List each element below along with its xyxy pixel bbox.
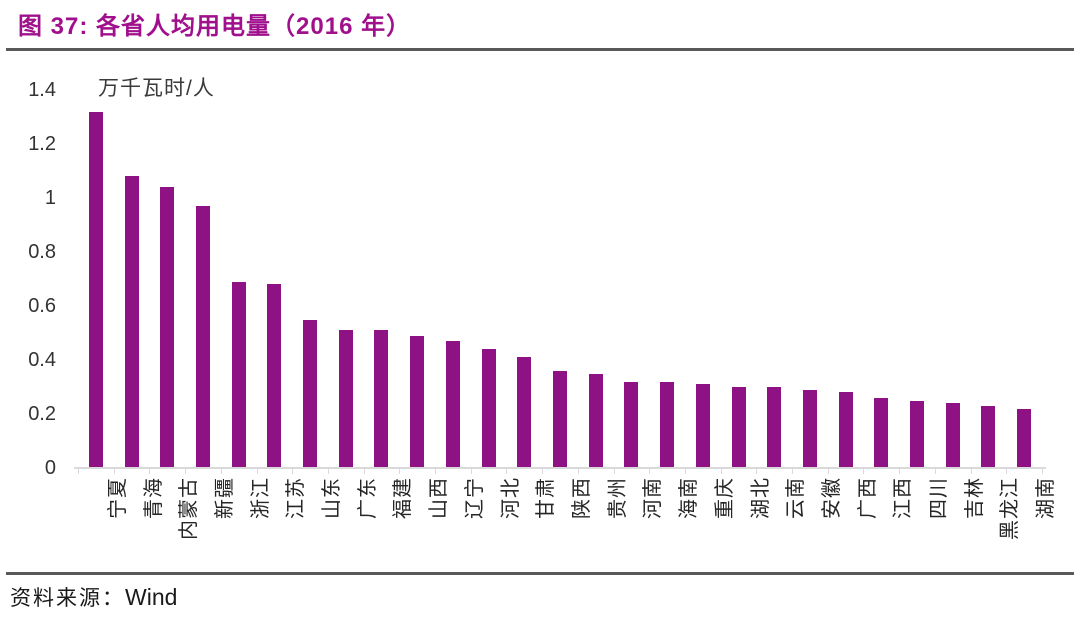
chart-bar: [124, 176, 139, 468]
chart-bar: [231, 281, 246, 468]
title-divider-line: [6, 48, 1074, 51]
chart-bar: [374, 330, 389, 468]
chart-bar: [731, 387, 746, 468]
x-axis-label: 青海: [142, 477, 165, 519]
x-axis-label: 甘肃: [535, 477, 558, 519]
chart-bar: [624, 381, 639, 468]
x-axis-tick: [684, 469, 686, 474]
x-axis-tick: [827, 469, 829, 474]
x-axis-label: 内蒙古: [178, 477, 201, 540]
x-axis-label: 山东: [321, 477, 344, 519]
x-axis-tick: [756, 469, 758, 474]
chart-bar: [481, 349, 496, 468]
x-axis-tick: [363, 469, 365, 474]
x-axis-tick: [934, 469, 936, 474]
chart-bar: [767, 387, 782, 468]
chart-bar: [802, 389, 817, 468]
x-axis-label: 贵州: [606, 477, 629, 519]
y-axis-label: 1.2: [28, 133, 56, 155]
x-axis-tick: [113, 469, 115, 474]
chart-bar: [1017, 408, 1032, 468]
y-axis-label: 0.2: [28, 403, 56, 425]
x-axis-label: 黑龙江: [999, 477, 1022, 540]
x-axis-label: 江苏: [285, 477, 308, 519]
x-axis-tick: [470, 469, 472, 474]
x-axis-tick: [863, 469, 865, 474]
x-axis-tick: [613, 469, 615, 474]
chart-bar: [517, 357, 532, 468]
x-axis-tick: [899, 469, 901, 474]
y-axis-label: 0: [44, 457, 56, 479]
chart-bar: [695, 384, 710, 468]
y-axis-label: 0.6: [28, 295, 56, 317]
x-axis-label: 江西: [892, 477, 915, 519]
chart-bar: [303, 319, 318, 468]
source-value: Wind: [125, 584, 178, 610]
x-axis-tick: [1042, 469, 1043, 474]
x-axis-label: 山西: [428, 477, 451, 519]
x-axis-tick: [506, 469, 508, 474]
figure-title: 图 37: 各省人均用电量（2016 年）: [18, 13, 412, 40]
chart-bar: [910, 400, 925, 468]
chart-bar: [838, 392, 853, 468]
chart-bar: [160, 187, 175, 468]
x-axis-tick: [149, 469, 151, 474]
x-axis-label: 云南: [785, 477, 808, 519]
x-axis-tick: [327, 469, 329, 474]
x-axis-tick: [292, 469, 294, 474]
x-axis-tick: [399, 469, 401, 474]
chart-bar: [88, 111, 103, 468]
y-axis-label: 0.8: [28, 241, 56, 263]
x-axis-label: 福建: [392, 477, 415, 519]
chart-bar: [945, 403, 960, 468]
chart-bar: [410, 335, 425, 468]
y-axis-label: 1.4: [28, 79, 56, 101]
x-axis-label: 浙江: [249, 477, 272, 519]
x-axis-label: 重庆: [713, 477, 736, 519]
x-axis-label: 广东: [356, 477, 379, 519]
x-axis-tick: [435, 469, 437, 474]
x-axis-label: 吉林: [963, 477, 986, 519]
x-axis-label: 河北: [499, 477, 522, 519]
source-divider-line: [6, 572, 1074, 575]
y-axis-unit-label: 万千瓦时/人: [98, 77, 215, 100]
y-axis-label: 0.4: [28, 349, 56, 371]
x-axis-tick: [185, 469, 187, 474]
x-axis-tick: [792, 469, 794, 474]
x-axis-tick: [720, 469, 722, 474]
x-axis-tick: [649, 469, 651, 474]
source-label: 资料来源：: [10, 586, 125, 610]
x-axis-label: 陕西: [571, 477, 593, 519]
x-axis-tick: [256, 469, 258, 474]
y-axis-label: 1: [44, 187, 56, 209]
x-axis-label: 宁夏: [106, 477, 129, 519]
x-axis-tick: [78, 469, 79, 474]
chart-bar: [553, 370, 567, 468]
x-axis-label: 河南: [642, 477, 665, 519]
x-axis-label: 四川: [928, 477, 951, 519]
x-axis-label: 湖北: [749, 477, 772, 519]
x-axis-tick: [970, 469, 972, 474]
chart-bar: [588, 373, 603, 468]
chart-bar: [195, 206, 210, 468]
chart-bar: [445, 341, 460, 468]
chart-bar: [267, 284, 282, 468]
x-axis-tick: [220, 469, 222, 474]
x-axis-label: 海南: [678, 477, 701, 519]
source-line: 资料来源：Wind: [10, 582, 177, 612]
x-axis-tick: [542, 469, 544, 474]
chart-bar: [338, 330, 353, 468]
x-axis-label: 新疆: [213, 477, 236, 519]
x-axis-label: 辽宁: [463, 477, 486, 519]
x-axis-line: [74, 467, 1046, 469]
x-axis-tick: [577, 469, 579, 474]
x-axis-label: 广西: [856, 477, 879, 519]
x-axis-label: 湖南: [1035, 477, 1058, 519]
x-axis-tick: [1006, 469, 1008, 474]
chart-bar: [981, 405, 996, 468]
chart-bar: [874, 397, 889, 468]
chart-bar: [660, 381, 675, 468]
x-axis-label: 安徽: [820, 477, 843, 519]
